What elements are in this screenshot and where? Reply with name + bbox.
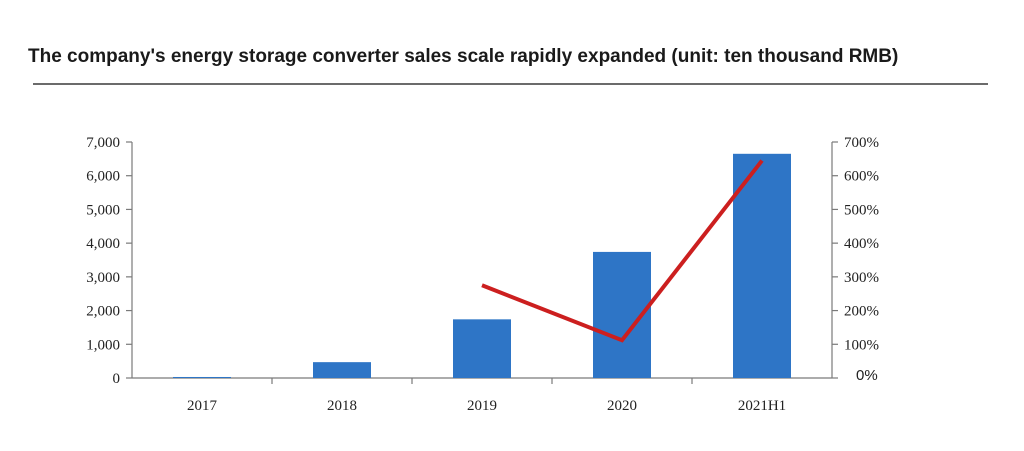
bar [313, 362, 371, 378]
left-y-tick-label: 7,000 [86, 135, 120, 151]
right-y-tick-label: 0% [856, 367, 878, 384]
bar [173, 376, 231, 378]
growth-line [481, 159, 764, 343]
x-tick-label: 2020 [607, 398, 637, 414]
chart-title: The company's energy storage converter s… [28, 46, 899, 67]
left-y-tick-label: 2,000 [86, 304, 120, 320]
left-y-tick-label: 4,000 [86, 236, 120, 252]
title-divider [33, 83, 988, 85]
left-y-tick-label: 0 [113, 371, 121, 387]
left-y-tick-label: 6,000 [86, 169, 120, 185]
x-tick-label: 2021H1 [738, 398, 786, 414]
right-y-tick-label: 300% [844, 270, 879, 286]
right-y-tick-label: 500% [844, 202, 879, 218]
left-y-tick-label: 3,000 [86, 270, 120, 286]
right-y-tick-label: 200% [844, 304, 879, 320]
left-y-tick-label: 5,000 [86, 202, 120, 218]
bar [733, 153, 791, 378]
x-tick-label: 2017 [187, 398, 218, 414]
right-y-tick-label: 700% [844, 135, 879, 151]
x-tick-label: 2018 [327, 398, 357, 414]
right-y-tick-label: 600% [844, 169, 879, 185]
growth-line-series [481, 159, 764, 343]
tick-labels: 0 1,000 2,000 3,000 4,000 5,000 6,000 7,000 0% 10… [86, 135, 879, 414]
left-y-tick-label: 1,000 [86, 337, 120, 353]
right-y-tick-label: 400% [844, 236, 879, 252]
bar-series [173, 153, 791, 378]
right-y-tick-label: 100% [844, 337, 879, 353]
x-tick-label: 2019 [467, 398, 497, 414]
bar [453, 319, 511, 378]
